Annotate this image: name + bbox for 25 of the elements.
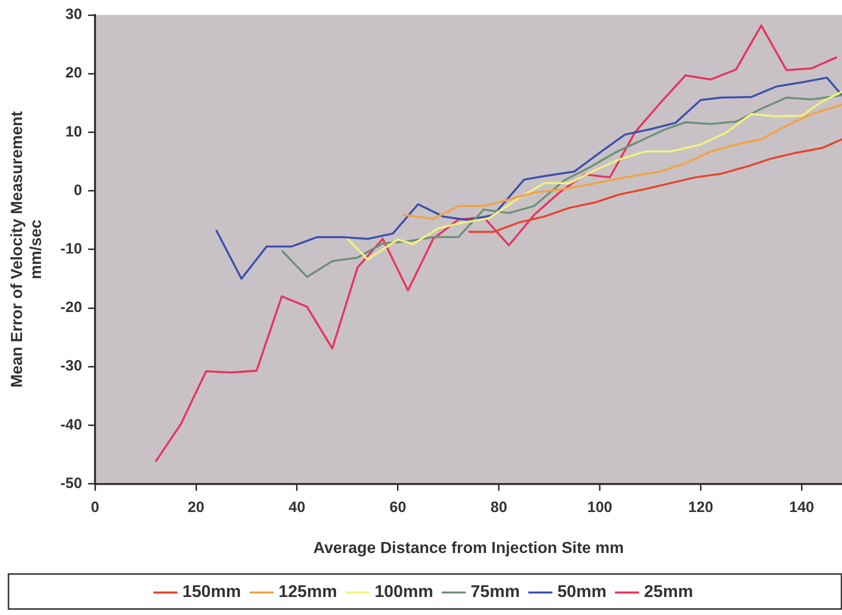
legend-label: 25mm <box>644 582 694 602</box>
legend-label: 50mm <box>557 582 606 602</box>
x-tick-label: 0 <box>90 498 100 516</box>
y-tick-label: 20 <box>65 64 82 82</box>
x-tick-label: 140 <box>789 498 814 516</box>
legend-label: 75mm <box>470 582 520 602</box>
x-tick-label: 120 <box>688 498 714 516</box>
legend-label: 125mm <box>278 582 338 602</box>
legend-label: 100mm <box>374 582 434 602</box>
x-tick-label: 20 <box>188 498 204 516</box>
legend-label: 150mm <box>182 582 242 602</box>
y-tick-label: 30 <box>65 6 82 24</box>
x-axis-title: Average Distance from Injection Site mm <box>313 540 624 557</box>
y-tick-label: -50 <box>60 474 82 492</box>
y-tick-label: -40 <box>60 416 82 434</box>
y-tick-label: -30 <box>60 358 82 375</box>
x-tick-label: 40 <box>288 498 306 516</box>
x-tick-label: 60 <box>390 498 406 516</box>
x-tick-label: 100 <box>587 498 612 516</box>
y-axis-title: Mean Error of Velocity Measurement mm/sec <box>9 110 46 388</box>
y-tick-label: -20 <box>60 299 82 316</box>
x-tick-label: 80 <box>490 498 508 516</box>
y-tick-label: 0 <box>74 182 82 199</box>
y-tick-label: 10 <box>65 123 82 140</box>
y-tick-label: -10 <box>60 240 82 258</box>
